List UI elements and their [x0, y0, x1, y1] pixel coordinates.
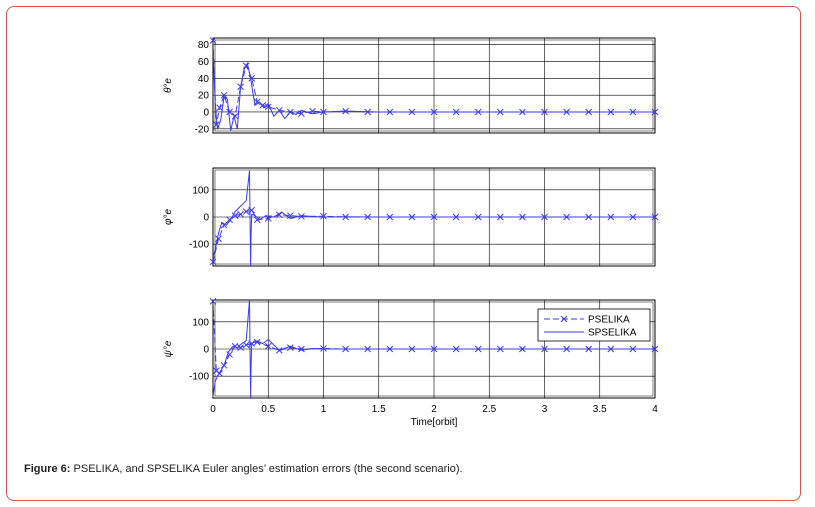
y-tick-label: 100 [192, 185, 209, 196]
legend-label: SPSELIKA [588, 328, 637, 339]
data-point-marker [226, 351, 233, 358]
series-line-spselika [213, 44, 655, 131]
legend-box [537, 308, 651, 342]
data-point-marker [209, 258, 217, 266]
plot-frame [212, 37, 656, 134]
x-tick-label: 1 [321, 404, 327, 415]
data-point-marker [209, 298, 217, 305]
legend: PSELIKA SPSELIKA [537, 308, 651, 342]
data-point-marker [231, 342, 239, 350]
legend-marker [560, 315, 568, 323]
series-line-pselika [213, 209, 655, 263]
data-point-marker [215, 235, 222, 243]
x-tick-label: 2.5 [482, 404, 496, 415]
data-point-marker [216, 104, 223, 112]
y-tick-label: 0 [203, 213, 209, 224]
y-tick-label: -100 [189, 240, 209, 251]
panel-3: -100 0 100 ψ°e 0 0.5 1 1.5 2 2.5 3 3.5 4 Time[orbit] P… [163, 298, 659, 428]
figure-caption: Figure 6: PSELIKA, and SPSELIKA Euler an… [24, 463, 463, 475]
figure-card [6, 6, 801, 501]
y-axis-label: ψ°e [163, 340, 174, 357]
x-tick-label: 0 [210, 404, 216, 415]
data-point-marker [253, 216, 261, 224]
caption-text: PSELIKA, and SPSELIKA Euler angles’ esti… [73, 463, 463, 475]
y-tick-label: 80 [198, 40, 210, 51]
x-axis-label: Time[orbit] [411, 417, 458, 428]
data-point-marker [298, 345, 305, 353]
data-point-marker [275, 211, 283, 219]
y-tick-label: 40 [198, 74, 210, 85]
data-point-marker [253, 338, 261, 346]
x-tick-label: 3 [542, 404, 548, 415]
data-point-marker [320, 345, 327, 352]
data-point-marker [209, 37, 217, 44]
y-axis-label: θ°e [163, 78, 174, 93]
caption-label: Figure 6: [24, 463, 71, 475]
x-tick-label: 2 [431, 404, 437, 415]
data-point-marker [231, 112, 239, 120]
data-point-marker [264, 342, 272, 350]
series-line-spselika [213, 300, 655, 398]
panel-1: -20 0 20 40 60 80 θ°e [163, 37, 659, 135]
x-tick-label: 0.5 [261, 404, 275, 415]
x-tick-label: 1.5 [372, 404, 386, 415]
data-point-marker [237, 344, 244, 351]
data-point-marker [242, 341, 250, 349]
y-tick-label: 60 [198, 57, 210, 68]
x-tick-label: 4 [652, 404, 658, 415]
y-tick-label: 0 [203, 107, 209, 118]
data-point-marker [237, 210, 244, 218]
y-tick-label: -100 [189, 372, 209, 383]
y-tick-label: 0 [203, 345, 209, 356]
y-tick-label: 100 [192, 317, 209, 328]
data-point-marker [320, 212, 327, 220]
y-tick-label: -20 [195, 124, 210, 135]
data-point-marker [231, 212, 239, 219]
legend-label: PSELIKA [588, 315, 630, 326]
data-point-marker [298, 213, 305, 220]
data-point-marker [226, 108, 233, 116]
x-tick-label: 3.5 [593, 404, 607, 415]
y-axis-label: φ°e [163, 209, 174, 226]
data-point-marker [286, 344, 294, 351]
data-point-marker [220, 91, 228, 99]
data-point-marker [242, 208, 250, 215]
y-tick-label: 20 [198, 91, 210, 102]
panel-2: -100 0 100 φ°e [163, 167, 659, 267]
series-line-spselika [213, 170, 655, 266]
